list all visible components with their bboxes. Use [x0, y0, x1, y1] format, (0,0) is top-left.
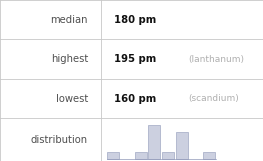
Bar [175, 132, 188, 159]
Bar [203, 152, 215, 159]
Text: 195 pm: 195 pm [114, 54, 157, 64]
Text: (lanthanum): (lanthanum) [188, 55, 244, 64]
Text: 180 pm: 180 pm [114, 15, 157, 25]
Bar [107, 152, 119, 159]
Bar [162, 152, 174, 159]
Text: (scandium): (scandium) [188, 94, 239, 103]
Text: median: median [50, 15, 88, 25]
Bar [148, 125, 160, 159]
Bar [135, 152, 147, 159]
Text: 160 pm: 160 pm [114, 94, 157, 104]
Text: highest: highest [51, 54, 88, 64]
Text: distribution: distribution [31, 135, 88, 145]
Text: lowest: lowest [56, 94, 88, 104]
